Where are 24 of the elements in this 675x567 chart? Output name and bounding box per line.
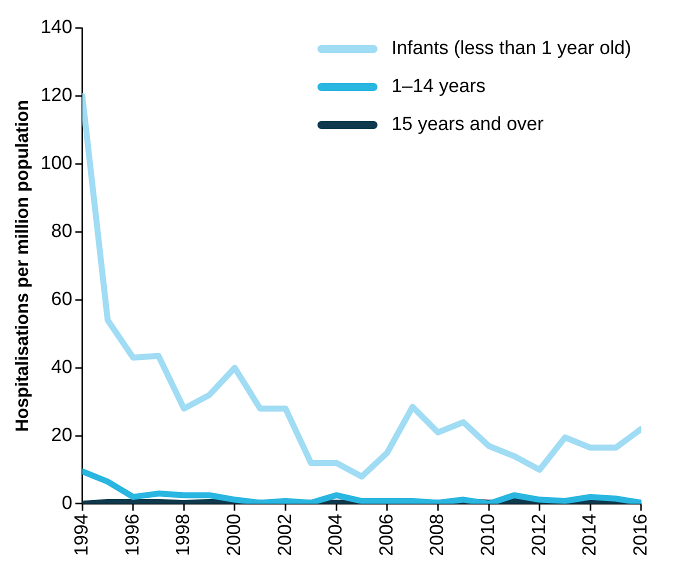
y-tick-label: 120 [40,85,72,106]
x-tick-label: 2006 [376,514,398,556]
x-tick-label: 2012 [528,514,550,556]
y-axis-title: Hospitalisations per million population [12,100,32,432]
y-tick-label: 100 [40,153,72,174]
y-tick-label: 60 [51,289,72,310]
x-tick-label: 1994 [72,513,93,556]
x-tick-label: 1996 [122,514,144,556]
y-tick-label: 80 [51,221,72,242]
y-tick-label: 0 [62,492,72,514]
y-tick-label: 140 [40,17,72,38]
x-tick-label: 2016 [630,514,652,556]
legend-label: 15 years and over [391,114,544,136]
x-tick-label: 2002 [274,514,296,556]
y-tick-label: 20 [51,425,72,446]
x-tick-label: 1998 [173,514,194,556]
x-tick-label: 2014 [580,513,601,556]
x-tick-label: 2004 [326,513,347,556]
y-tick-label: 40 [51,357,72,378]
x-tick-label: 2000 [224,514,245,556]
legend-label: 1–14 years [391,76,486,98]
legend-label: Infants (less than 1 year old) [391,38,632,60]
x-tick-label: 2008 [427,514,448,556]
x-tick-label: 2010 [478,514,500,556]
